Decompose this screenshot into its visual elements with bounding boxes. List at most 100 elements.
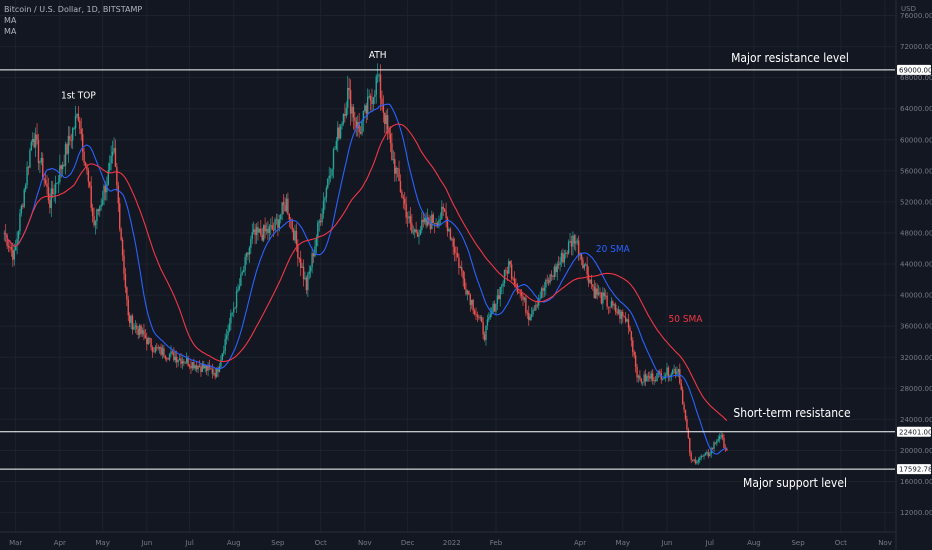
candle-up (589, 279, 591, 283)
candle-up (243, 270, 245, 273)
candle-up (583, 264, 586, 268)
candle-up (304, 277, 306, 280)
candles (3, 63, 728, 465)
candle-down (546, 279, 548, 281)
candle-down (287, 198, 289, 214)
candle-up (40, 157, 43, 163)
candle-down (449, 229, 452, 240)
candle-down (371, 100, 373, 104)
candle-up (251, 232, 253, 239)
candle-down (295, 230, 298, 245)
candle-down (167, 358, 169, 360)
candle-down (461, 267, 463, 272)
candle-down (358, 122, 360, 133)
ma-50-line[interactable] (3, 123, 728, 421)
candle-down (498, 295, 500, 299)
candle-up (201, 364, 204, 372)
candle-up (14, 245, 17, 251)
candle-up (16, 238, 18, 246)
candle-down (525, 297, 527, 313)
candle-up (53, 193, 55, 195)
candle-down (510, 264, 513, 279)
level-annotation: Major support level (743, 476, 847, 490)
candle-down (633, 352, 635, 356)
candle-down (536, 304, 538, 306)
y-tick-label: 56000.00 (900, 167, 932, 175)
candle-up (331, 169, 333, 176)
candle-down (338, 127, 340, 139)
candle-up (174, 356, 176, 361)
candle-up (459, 267, 462, 268)
level-price-tag[interactable] (897, 64, 931, 75)
candle-up (489, 314, 491, 318)
candle-down (123, 255, 125, 274)
y-tick-label: 60000.00 (900, 136, 932, 144)
indicator-legend-ma-2[interactable]: MA (4, 27, 17, 36)
candle-down (93, 216, 95, 226)
candle-up (244, 256, 246, 271)
candle-down (127, 299, 129, 316)
candle-up (341, 123, 343, 126)
chart-header: Bitcoin / U.S. Dollar, 1D, BITSTAMP MA M… (4, 4, 142, 37)
candle-down (505, 269, 507, 271)
level-price-tag[interactable] (897, 426, 931, 437)
candle-up (96, 209, 98, 222)
candle-up (576, 240, 578, 242)
candle-up (107, 170, 110, 185)
candle-down (193, 362, 195, 369)
candle-down (674, 369, 677, 374)
candle-down (473, 310, 476, 315)
candle-down (639, 375, 641, 379)
candle-up (569, 241, 571, 243)
candle-up (709, 454, 711, 457)
candle-down (401, 191, 403, 198)
candle-down (411, 223, 413, 233)
candle-down (528, 312, 530, 321)
candle-up (572, 235, 574, 247)
candle-down (453, 246, 456, 253)
candle-up (539, 297, 541, 299)
candle-up (281, 202, 283, 215)
candle-up (134, 325, 137, 327)
candle-up (543, 287, 546, 291)
candle-down (436, 223, 439, 226)
x-tick-label: Sep (791, 539, 805, 547)
candle-down (654, 380, 657, 381)
x-tick-label: Mar (9, 539, 22, 547)
candle-down (515, 284, 517, 285)
level-price-tag[interactable] (897, 464, 931, 475)
candle-down (9, 247, 11, 248)
candle-down (180, 358, 182, 364)
candle-up (364, 105, 366, 112)
candle-up (255, 227, 258, 236)
y-tick-label: 72000.00 (900, 43, 932, 51)
candle-up (50, 188, 53, 208)
candle-down (144, 335, 147, 339)
candle-down (404, 198, 406, 205)
candle-down (354, 117, 356, 121)
level-annotation: Major resistance level (731, 51, 849, 65)
candle-down (416, 232, 419, 237)
candle-down (143, 330, 145, 336)
candle-down (66, 144, 68, 154)
candle-down (726, 448, 728, 451)
candle-up (227, 330, 229, 336)
candle-up (439, 218, 442, 220)
candle-up (301, 266, 303, 268)
price-axis[interactable] (896, 0, 932, 550)
candle-down (445, 211, 447, 218)
candle-down (217, 368, 219, 372)
indicator-legend-ma-1[interactable]: MA (4, 16, 17, 25)
candle-down (476, 314, 479, 317)
candle-up (258, 228, 261, 233)
candle-up (225, 335, 228, 339)
candle-down (44, 180, 47, 184)
candle-down (150, 338, 152, 348)
candle-up (563, 253, 566, 263)
ma-20-line[interactable] (3, 103, 727, 455)
candle-up (213, 373, 215, 374)
candle-up (448, 229, 450, 232)
